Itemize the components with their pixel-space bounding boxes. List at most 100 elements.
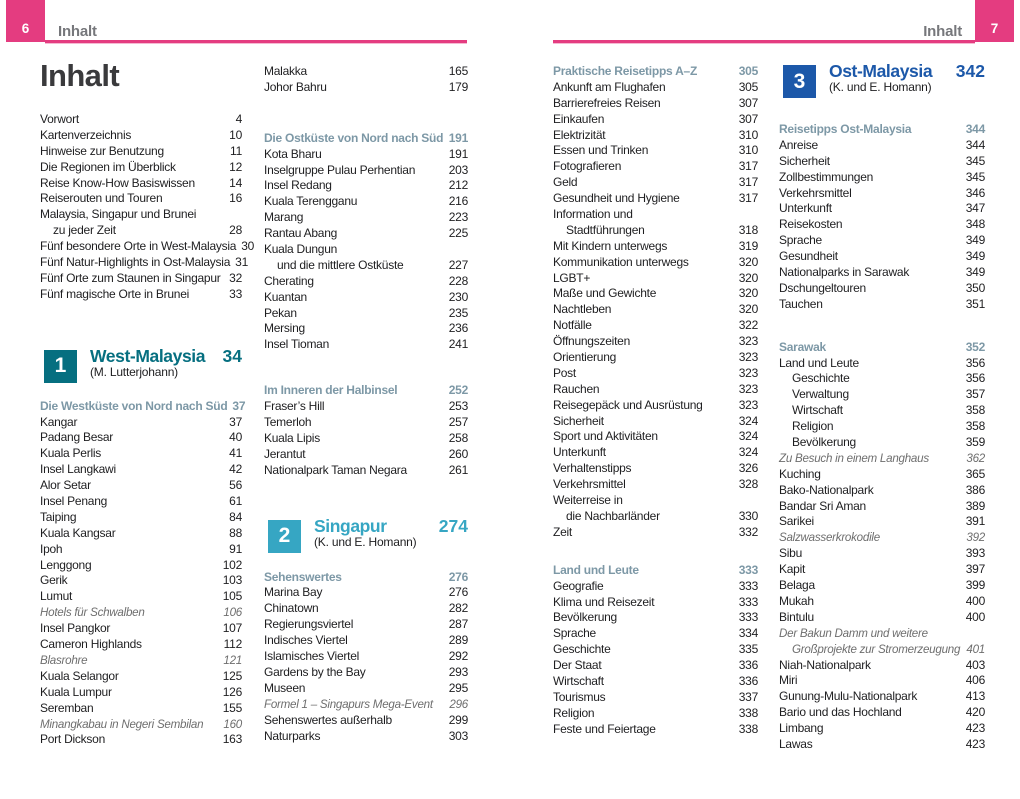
toc-entry-page: 126: [222, 684, 243, 699]
toc-entry-page: 257: [448, 415, 469, 430]
toc-entry-label: Bevölkerung: [553, 610, 617, 625]
toc-entry: Bintulu 400: [779, 610, 985, 626]
toc-entry-page: 322: [738, 318, 759, 333]
toc-entry-label: Verkehrsmittel: [553, 477, 626, 492]
toc-entry: Rauchen 323: [553, 382, 758, 398]
chapter-number-badge: 2: [268, 519, 301, 553]
toc-entry-label: Cherating: [264, 273, 314, 288]
toc-entry-page: 345: [965, 153, 986, 168]
toc-entry-label: Inselgruppe Pulau Perhentian: [264, 162, 416, 177]
toc-entry-page: 345: [965, 169, 986, 184]
toc-entry-page: 400: [965, 609, 986, 624]
toc-entry-label: Notfälle: [553, 318, 592, 333]
toc-entry: Gesundheit 349: [779, 249, 985, 265]
toc-entry-page: 317: [738, 191, 759, 206]
toc-entry-label: zu jeder Zeit: [53, 223, 116, 238]
toc-entry-label: Kartenverzeichnis: [40, 127, 132, 142]
chapter-title: Ost-Malaysia: [829, 61, 933, 81]
toc-entry: Kuala Lumpur 126: [40, 685, 242, 701]
toc-entry: die Nachbarländer 330: [553, 509, 758, 525]
toc-entry: Post 323: [553, 366, 758, 382]
toc-entry-page: 359: [965, 435, 986, 450]
spacer: [40, 389, 242, 399]
chapter-authors: (M. Lutterjohann): [90, 364, 178, 379]
toc-entry-page: 32: [229, 270, 242, 285]
toc-entry-page: 333: [738, 578, 759, 593]
toc-entry-label: Seremban: [40, 700, 94, 715]
toc-entry-label: Reisekosten: [779, 217, 843, 232]
toc-entry-page: 107: [222, 621, 243, 636]
toc-entry-label: Im Inneren der Halbinsel: [264, 383, 398, 398]
toc-entry-page: 344: [965, 122, 986, 136]
toc-entry-page: 401: [966, 642, 985, 656]
toc-entry-label: Museen: [264, 680, 306, 695]
toc-entry-label: Der Bakun Damm und weitere: [779, 626, 928, 640]
toc-entry-label: Praktische Reisetipps A–Z: [553, 64, 698, 78]
toc-entry-label: Verwaltung: [792, 387, 849, 402]
toc-entry-label: Sprache: [553, 626, 596, 641]
toc-entry-page: 320: [738, 302, 759, 317]
toc-entry: Anreise 344: [779, 138, 985, 154]
toc-entry-label: Hotels für Schwalben: [40, 606, 145, 620]
toc-entry-page: 295: [448, 680, 469, 695]
toc-entry-label: Zeit: [553, 524, 573, 539]
toc-entry-label: Bario und das Hochland: [779, 705, 902, 720]
toc-entry-page: 319: [738, 238, 759, 253]
toc-entry-label: Rantau Abang: [264, 226, 338, 241]
toc-entry-page: 356: [965, 355, 986, 370]
toc-entry-page: 305: [738, 79, 759, 94]
toc-entry-label: Insel Tioman: [264, 337, 330, 352]
toc-subsection: Im Inneren der Halbinsel 252: [264, 383, 468, 399]
toc-entry: Unterkunft 324: [553, 445, 758, 461]
toc-entry-label: Malakka: [264, 64, 307, 78]
toc-entry-page: 334: [738, 626, 759, 641]
toc-entry-label: Kommunikation unterwegs: [553, 254, 689, 269]
toc-entry-page: 165: [448, 64, 469, 78]
toc-entry: Padang Besar 40: [40, 430, 242, 446]
toc-entry: Insel Pangkor 107: [40, 621, 242, 637]
toc-entry-label: Bintulu: [779, 609, 814, 624]
toc-entry: Tourismus 337: [553, 690, 758, 706]
toc-entry-page: 320: [738, 254, 759, 269]
toc-entry: Wirtschaft 358: [779, 403, 985, 419]
toc-entry: Sprache 349: [779, 233, 985, 249]
toc-entry-label: Land und Leute: [779, 355, 859, 370]
page-number-left: 6: [21, 21, 30, 36]
toc-entry-label: Taiping: [40, 509, 77, 524]
toc-entry: Religion 338: [553, 706, 758, 722]
toc-entry-label: Gesundheit: [779, 249, 838, 264]
toc-entry-page: 105: [222, 589, 243, 604]
toc-entry: Mukah 400: [779, 594, 985, 610]
toc-entry-page: 191: [448, 130, 469, 145]
toc-entry-label: Fünf besondere Orte in West-Malaysia: [40, 239, 237, 254]
toc-entry-label: Unterkunft: [779, 201, 832, 216]
toc-entry-label: Indisches Viertel: [264, 633, 348, 648]
toc-entry: Islamisches Viertel 292: [264, 649, 468, 665]
toc-entry-page: 323: [738, 397, 759, 412]
toc-entry-page: 305: [738, 64, 759, 78]
toc-entry: Hotels für Schwalben 106: [40, 605, 242, 621]
toc-entry-page: 310: [738, 143, 759, 158]
toc-entry-label: Dschungeltouren: [779, 280, 866, 295]
toc-entry: Museen 295: [264, 681, 468, 697]
spacer: [779, 104, 985, 122]
toc-entry: Bako-Nationalpark 386: [779, 483, 985, 499]
toc-entry-page: 203: [448, 162, 469, 177]
toc-entry: Kapit 397: [779, 562, 985, 578]
toc-entry-page: 357: [965, 387, 986, 402]
toc-entry-label: Fotografieren: [553, 159, 622, 174]
toc-entry-label: Großprojekte zur Stromerzeugung: [792, 642, 961, 656]
toc-entry-page: 228: [448, 273, 469, 288]
toc-entry-label: Reisetipps Ost-Malaysia: [779, 122, 912, 136]
toc-entry-label: Zu Besuch in einem Langhaus: [779, 451, 929, 465]
toc-entry-label: Belaga: [779, 578, 815, 593]
toc-entry-page: 349: [965, 233, 986, 248]
header-rule-left: [45, 40, 467, 43]
toc-entry-label: Einkaufen: [553, 111, 605, 126]
toc-entry-label: Kuala Terengganu: [264, 194, 358, 209]
toc-entry-label: Cameron Highlands: [40, 637, 142, 652]
toc-entry-page: 41: [229, 446, 242, 461]
toc-entry-page: 179: [448, 79, 469, 94]
toc-entry: Miri 406: [779, 673, 985, 689]
toc-entry-page: 324: [738, 445, 759, 460]
